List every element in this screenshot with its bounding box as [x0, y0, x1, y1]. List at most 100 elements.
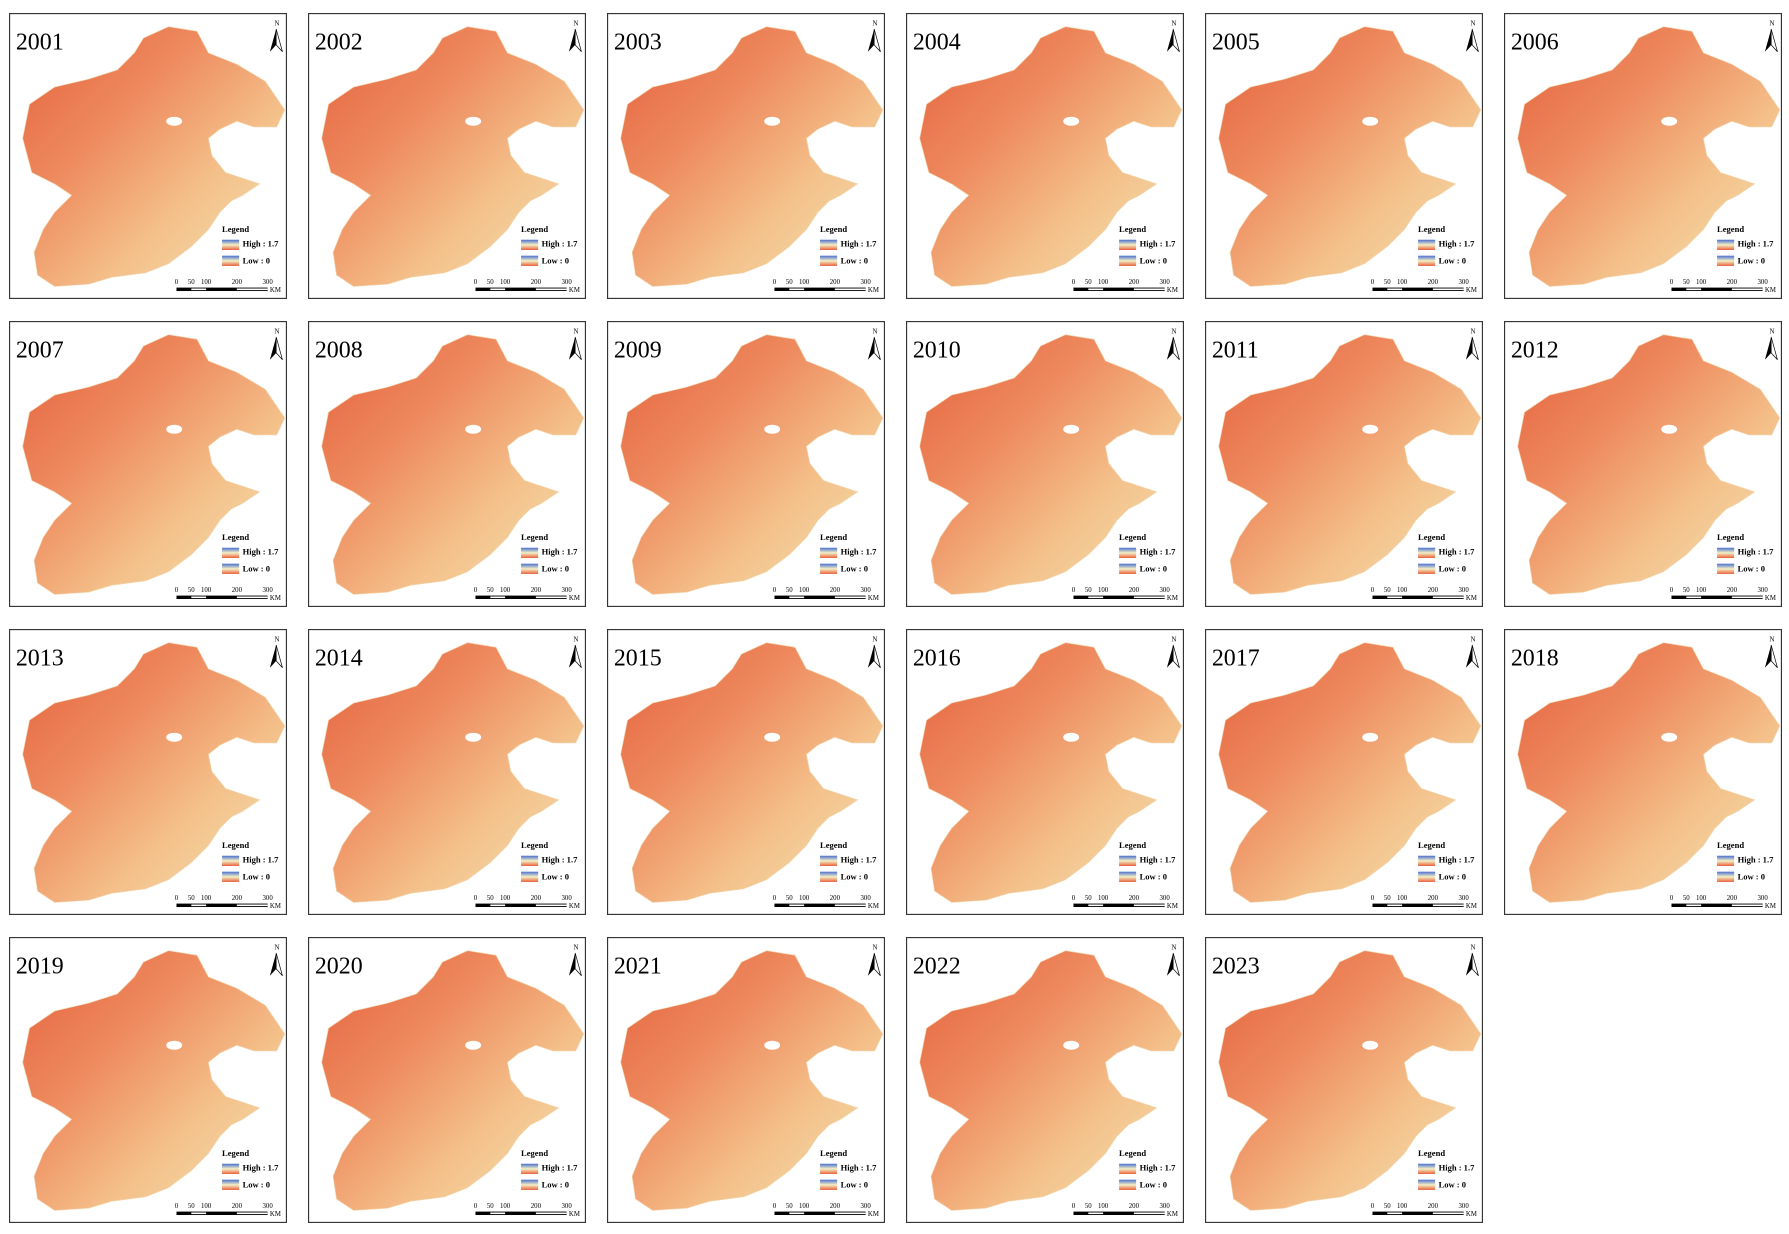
legend-title: Legend — [521, 840, 548, 850]
scale-unit: KM — [868, 287, 879, 294]
scale-label: 50 — [188, 1203, 195, 1210]
legend-title: Legend — [1418, 224, 1445, 234]
scale-bar — [1432, 904, 1464, 907]
legend-swatch — [222, 563, 240, 574]
year-title: 2002 — [315, 29, 363, 55]
scale-label: 100 — [1397, 279, 1408, 286]
scale-label: 100 — [1397, 895, 1408, 902]
scale-bar — [789, 596, 805, 599]
legend-title: Legend — [820, 224, 847, 234]
scale-label: 0 — [1670, 279, 1674, 286]
scale-label: 300 — [263, 587, 274, 594]
legend-swatch — [820, 871, 838, 882]
north-label: N — [1470, 329, 1475, 336]
legend-swatch — [222, 1179, 240, 1190]
scale-label: 200 — [531, 587, 542, 594]
scale-bar — [834, 904, 866, 907]
scale-label: 300 — [263, 1203, 274, 1210]
legend-swatch — [1119, 1179, 1137, 1190]
legend-title: Legend — [521, 224, 548, 234]
map-panel: 2007 N Legend High : 1.7 Low : 0 0 50 100 200 300… — [9, 321, 287, 607]
north-label: N — [1171, 329, 1176, 336]
scale-bar — [490, 596, 506, 599]
north-label: N — [872, 21, 877, 28]
legend-swatch — [1418, 855, 1436, 866]
scale-label: 100 — [1098, 895, 1109, 902]
legend-title: Legend — [820, 840, 847, 850]
north-arrow — [275, 644, 283, 668]
scale-label: 50 — [786, 587, 793, 594]
scale-label: 300 — [861, 279, 872, 286]
legend-low: Low : 0 — [243, 1180, 270, 1190]
legend-swatch — [820, 855, 838, 866]
legend-swatch — [521, 1163, 539, 1174]
scale-label: 200 — [232, 587, 243, 594]
scale-label: 0 — [175, 279, 179, 286]
scale-bar — [1372, 287, 1464, 292]
scale-label: 300 — [562, 279, 573, 286]
lake — [764, 1040, 781, 1050]
north-arrow — [867, 644, 875, 668]
scale-label: 300 — [1459, 895, 1470, 902]
legend-title: Legend — [1717, 224, 1744, 234]
scale-label: 0 — [773, 1203, 777, 1210]
map-panel: 2008 N Legend High : 1.7 Low : 0 0 50 100 200 300… — [308, 321, 586, 607]
scale-label: 300 — [1160, 587, 1171, 594]
scale-bar — [774, 903, 866, 908]
scale-bar — [1133, 596, 1165, 599]
legend-high: High : 1.7 — [841, 239, 878, 249]
legend-high: High : 1.7 — [1439, 855, 1476, 865]
scale-label: 100 — [1098, 1203, 1109, 1210]
scale-label: 200 — [1428, 279, 1439, 286]
scale-label: 50 — [1384, 1203, 1391, 1210]
scale-bar — [1686, 288, 1702, 291]
scale-label: 0 — [175, 895, 179, 902]
scale-label: 100 — [500, 1203, 511, 1210]
map-panel: 2003 N Legend High : 1.7 Low : 0 0 50 100 200 300… — [607, 13, 885, 299]
scale-bar — [1387, 596, 1403, 599]
scale-unit: KM — [569, 1211, 580, 1218]
legend-title: Legend — [222, 532, 249, 542]
lake — [1362, 732, 1379, 742]
scale-label: 300 — [861, 587, 872, 594]
scale-label: 200 — [830, 587, 841, 594]
legend-swatch — [820, 1163, 838, 1174]
scale-label: 0 — [175, 587, 179, 594]
scale-label: 50 — [1085, 279, 1092, 286]
scale-unit: KM — [868, 1211, 879, 1218]
legend-high: High : 1.7 — [1738, 547, 1775, 557]
scale-bar — [1372, 903, 1464, 908]
legend-swatch — [1717, 255, 1735, 266]
scale-label: 200 — [1428, 895, 1439, 902]
scale-label: 300 — [263, 279, 274, 286]
scale-label: 200 — [830, 895, 841, 902]
legend-high: High : 1.7 — [243, 239, 280, 249]
scale-label: 50 — [1085, 1203, 1092, 1210]
scale-label: 300 — [861, 1203, 872, 1210]
lake — [166, 116, 183, 126]
north-arrow — [1471, 952, 1479, 976]
legend-title: Legend — [1119, 224, 1146, 234]
scale-bar — [774, 595, 866, 600]
scale-label: 50 — [487, 895, 494, 902]
scale-label: 100 — [1098, 587, 1109, 594]
scale-label: 200 — [1129, 587, 1140, 594]
scale-label: 50 — [786, 1203, 793, 1210]
legend-swatch — [222, 871, 240, 882]
scale-label: 0 — [1371, 279, 1375, 286]
legend-low: Low : 0 — [1439, 564, 1467, 574]
scale-bar — [1432, 596, 1464, 599]
scale-bar — [1073, 1211, 1165, 1216]
scale-bar — [834, 596, 866, 599]
map-panel: 2016 N Legend High : 1.7 Low : 0 0 50 100 200 300… — [906, 629, 1184, 915]
map-panel: 2014 N Legend High : 1.7 Low : 0 0 50 100 200 300… — [308, 629, 586, 915]
legend-low: Low : 0 — [1738, 564, 1766, 574]
lake — [764, 732, 781, 742]
legend-swatch — [521, 255, 539, 266]
scale-label: 200 — [531, 895, 542, 902]
legend-swatch — [1717, 855, 1735, 866]
legend-low: Low : 0 — [1738, 256, 1766, 266]
north-arrow — [1172, 644, 1180, 668]
legend-high: High : 1.7 — [542, 239, 579, 249]
legend-low: Low : 0 — [1140, 1180, 1168, 1190]
